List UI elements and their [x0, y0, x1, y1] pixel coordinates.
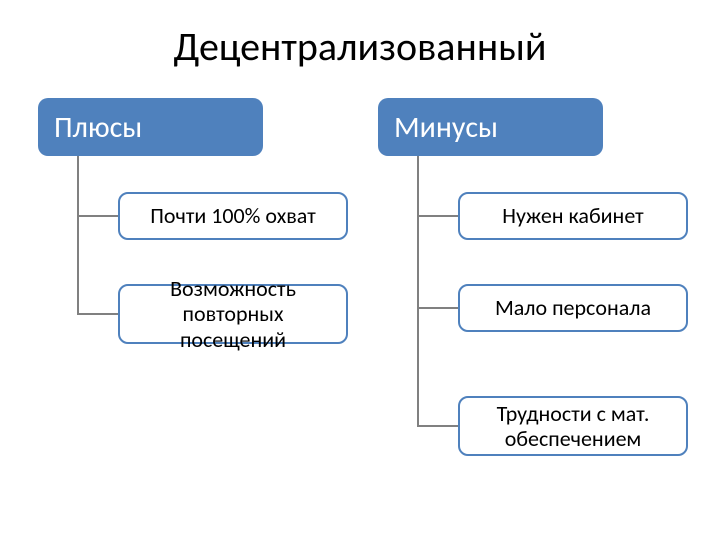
child-node: Мало персонала [458, 284, 688, 332]
branch-connector [77, 313, 118, 315]
column-header-cons: Минусы [378, 98, 603, 156]
child-label: Трудности с мат. обеспечением [468, 401, 678, 452]
column-header-pros: Плюсы [38, 98, 263, 156]
branch-connector [77, 215, 118, 217]
branch-connector [417, 307, 458, 309]
child-node: Трудности с мат. обеспечением [458, 396, 688, 456]
child-node: Возможность повторных посещений [118, 284, 348, 344]
child-label: Возможность повторных посещений [128, 276, 338, 352]
branch-connector [417, 215, 458, 217]
child-label: Мало персонала [495, 295, 651, 320]
child-label: Почти 100% охват [150, 203, 316, 228]
trunk-connector [77, 156, 79, 315]
child-node: Почти 100% охват [118, 192, 348, 240]
header-label: Минусы [394, 109, 498, 146]
child-node: Нужен кабинет [458, 192, 688, 240]
trunk-connector [417, 156, 419, 427]
branch-connector [417, 425, 458, 427]
child-label: Нужен кабинет [502, 203, 643, 228]
header-label: Плюсы [54, 109, 142, 146]
diagram-title: Децентрализованный [0, 22, 720, 71]
